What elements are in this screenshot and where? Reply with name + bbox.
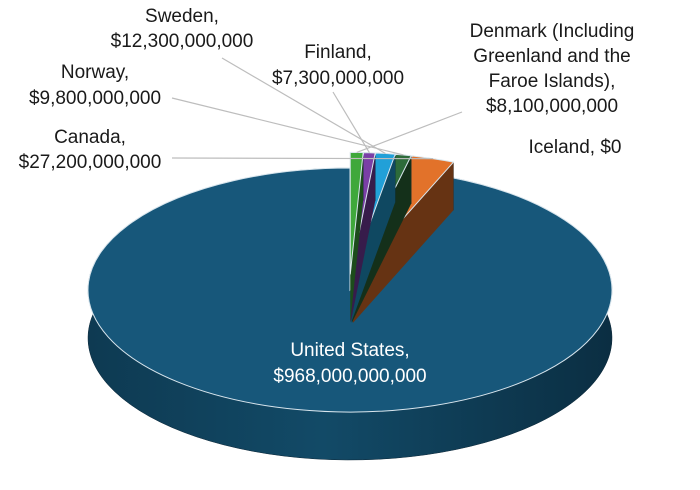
leader-canada <box>171 157 434 160</box>
label-canada: Canada, $27,200,000,000 <box>19 127 162 173</box>
label-canada-value: $27,200,000,000 <box>19 152 162 173</box>
label-united-states-value: $968,000,000,000 <box>273 366 426 387</box>
label-denmark-value: $8,100,000,000 <box>486 96 618 117</box>
label-united-states: United States, $968,000,000,000 <box>273 340 426 387</box>
label-denmark-line2: Greenland and the <box>473 46 630 67</box>
leader-sweden <box>221 57 386 155</box>
label-iceland: Iceland, $0 <box>529 137 622 158</box>
label-denmark-line3: Faroe Islands), <box>489 71 616 92</box>
label-denmark: Denmark (Including Greenland and the Far… <box>470 21 635 117</box>
leader-finland <box>332 91 370 154</box>
leader-norway <box>171 97 404 156</box>
label-united-states-name: United States, <box>290 340 409 361</box>
label-sweden: Sweden, $12,300,000,000 <box>111 6 254 52</box>
label-sweden-name: Sweden, <box>145 6 219 27</box>
slice-denmark <box>349 151 364 323</box>
label-finland: Finland, $7,300,000,000 <box>272 42 404 89</box>
label-finland-name: Finland, <box>304 42 372 63</box>
label-norway: Norway, $9,800,000,000 <box>29 62 161 109</box>
label-norway-value: $9,800,000,000 <box>29 88 161 109</box>
label-denmark-line1: Denmark (Including <box>470 21 635 42</box>
leader-denmark <box>356 111 463 154</box>
label-iceland-text: Iceland, $0 <box>529 137 622 158</box>
label-canada-name: Canada, <box>54 127 126 148</box>
label-finland-value: $7,300,000,000 <box>272 68 404 89</box>
label-sweden-value: $12,300,000,000 <box>111 31 254 52</box>
label-norway-name: Norway, <box>61 62 129 83</box>
